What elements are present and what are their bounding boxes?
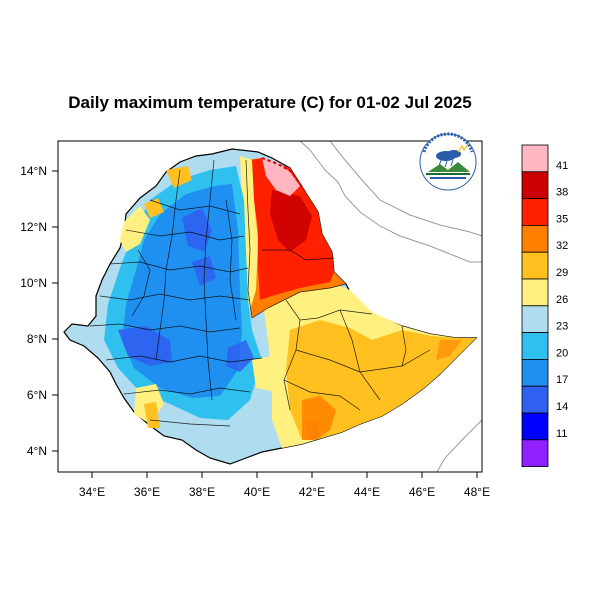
- ethiopian-meteorology-logo: [419, 132, 477, 191]
- lon-label: 44°E: [354, 485, 380, 499]
- colorbar-swatch: [521, 358, 549, 387]
- lat-label: 14°N: [20, 164, 47, 178]
- axis-ticks: [52, 170, 478, 478]
- colorbar-label: 32: [556, 240, 568, 252]
- zone-amber-south: [144, 402, 160, 428]
- colorbar: 41 38 35 32 29 26 23 20 17 14 11: [521, 144, 568, 467]
- lat-label: 12°N: [20, 220, 47, 234]
- lon-label: 36°E: [134, 485, 160, 499]
- map-title: Daily maximum temperature (C) for 01-02 …: [68, 93, 472, 112]
- colorbar-label: 29: [556, 267, 568, 279]
- zone-orange-east: [436, 340, 462, 360]
- map-area: [63, 141, 482, 472]
- lon-label: 48°E: [464, 485, 490, 499]
- zone-afar-pink: [262, 158, 300, 196]
- admin-boundaries: [89, 159, 431, 427]
- lon-label: 38°E: [189, 485, 215, 499]
- colorbar-label: 11: [556, 428, 567, 440]
- lat-label: 8°N: [27, 332, 47, 346]
- colorbar-label: 41: [556, 160, 568, 172]
- lat-labels: 14°N 12°N 10°N 8°N 6°N 4°N: [20, 164, 47, 458]
- colorbar-label: 35: [556, 213, 568, 225]
- zone-deepblue-2: [182, 208, 212, 252]
- colorbar-swatch: [521, 198, 549, 226]
- lon-label: 46°E: [409, 485, 435, 499]
- coastlines: [299, 141, 482, 472]
- colorbar-swatch: [521, 439, 549, 467]
- colorbar-swatch: [521, 332, 549, 360]
- zone-yellow-central: [252, 356, 286, 392]
- colorbar-swatch: [521, 412, 549, 441]
- zone-deepblue-4: [226, 340, 254, 372]
- lat-label: 10°N: [20, 276, 47, 290]
- lon-label: 42°E: [299, 485, 325, 499]
- colorbar-swatch: [521, 144, 549, 173]
- colorbar-label: 23: [556, 321, 568, 333]
- zone-yellow-west: [120, 206, 150, 252]
- zone-orange-south: [306, 420, 320, 440]
- colorbar-swatch: [521, 251, 549, 280]
- plot-frame: [57, 140, 483, 473]
- colorbar-label: 20: [556, 347, 568, 359]
- colorbar-label: 26: [556, 294, 568, 306]
- colorbar-swatch: [521, 385, 549, 414]
- colorbar-label: 38: [556, 187, 568, 199]
- zone-deepblue-3: [192, 256, 216, 286]
- colorbar-swatch: [521, 224, 549, 253]
- colorbar-swatch: [521, 278, 549, 307]
- colorbar-label: 14: [556, 401, 568, 413]
- lon-labels: 34°E 36°E 38°E 40°E 42°E 44°E 46°E 48°E: [79, 485, 490, 499]
- lat-label: 4°N: [27, 444, 47, 458]
- lat-label: 6°N: [27, 388, 47, 402]
- zone-afar-darkred: [270, 190, 312, 252]
- afar-coast-accent: [261, 157, 305, 191]
- colorbar-label: 17: [556, 374, 568, 386]
- lon-label: 34°E: [79, 485, 105, 499]
- lon-label: 40°E: [244, 485, 270, 499]
- colorbar-swatch: [521, 171, 549, 200]
- colorbar-swatch: [521, 305, 549, 333]
- zone-deepblue-1: [118, 326, 172, 366]
